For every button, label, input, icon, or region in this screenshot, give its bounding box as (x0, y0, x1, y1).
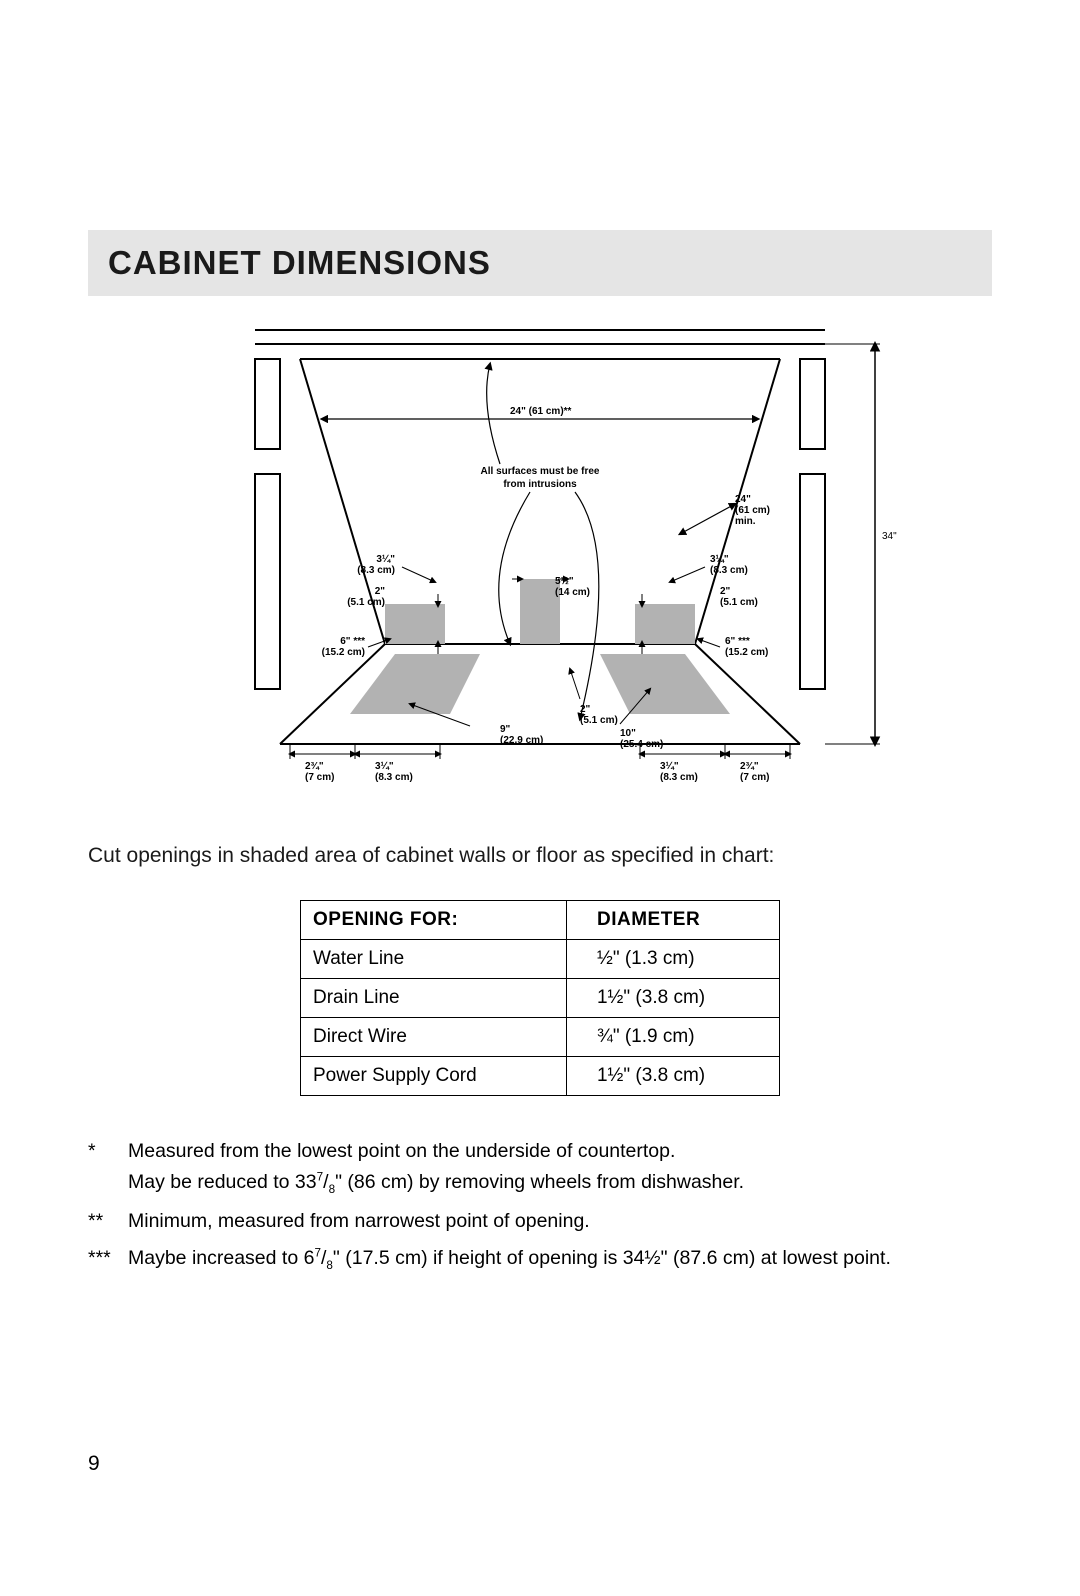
table-row: Water Line ½" (1.3 cm) (301, 940, 780, 979)
footnote-mark: ** (88, 1206, 128, 1237)
footnote-3: *** Maybe increased to 67/8" (17.5 cm) i… (88, 1243, 992, 1276)
footnote-text: Maybe increased to 67/8" (17.5 cm) if he… (128, 1243, 891, 1276)
openings-table: OPENING FOR: DIAMETER Water Line ½" (1.3… (300, 900, 780, 1096)
page-number: 9 (88, 1452, 100, 1476)
title-bar: CABINET DIMENSIONS (88, 230, 992, 296)
cell-diameter: 1½" (3.8 cm) (566, 979, 779, 1018)
cabinet-diagram: 34" (86.4 cm) min.* (180, 324, 900, 804)
label-f9: 9"(22.9 cm) (500, 724, 543, 746)
cell-opening: Power Supply Cord (301, 1057, 567, 1096)
cell-opening: Drain Line (301, 979, 567, 1018)
label-width: 24" (61 cm)** (510, 406, 572, 417)
footnotes: * Measured from the lowest point on the … (88, 1136, 992, 1276)
table-row: Direct Wire ¾" (1.9 cm) (301, 1018, 780, 1057)
footnote-2: ** Minimum, measured from narrowest poin… (88, 1206, 992, 1237)
label-height: 34" (86.4 cm) min.* (882, 531, 900, 542)
th-diameter: DIAMETER (566, 901, 779, 940)
label-r6: 6" ***(15.2 cm) (725, 636, 768, 658)
cell-diameter: ¾" (1.9 cm) (566, 1018, 779, 1057)
label-r325: 3¼"(8.3 cm) (710, 554, 748, 576)
th-opening: OPENING FOR: (301, 901, 567, 940)
page-title: CABINET DIMENSIONS (108, 244, 972, 282)
label-fr325: 3¼"(8.3 cm) (660, 761, 698, 783)
cell-opening: Water Line (301, 940, 567, 979)
label-r2: 2"(5.1 cm) (720, 586, 758, 608)
footnote-mark: * (88, 1136, 128, 1200)
cell-opening: Direct Wire (301, 1018, 567, 1057)
footnote-1: * Measured from the lowest point on the … (88, 1136, 992, 1200)
footnote-mark: *** (88, 1243, 128, 1276)
instruction-text: Cut openings in shaded area of cabinet w… (88, 844, 992, 868)
label-fr275: 2¾"(7 cm) (740, 761, 769, 783)
table-row: Power Supply Cord 1½" (3.8 cm) (301, 1057, 780, 1096)
label-f2: 2"(5.1 cm) (580, 704, 618, 726)
label-fl275: 2¾"(7 cm) (305, 761, 334, 783)
footnote-text: Measured from the lowest point on the un… (128, 1136, 744, 1200)
footnote-text: Minimum, measured from narrowest point o… (128, 1206, 590, 1237)
label-f10: 10"(25.4 cm) (620, 728, 663, 750)
label-l6: 6" ***(15.2 cm) (322, 636, 365, 658)
label-l2: 2"(5.1 cm) (347, 586, 385, 608)
label-note1: All surfaces must be free (481, 466, 600, 477)
label-note2: from intrusions (503, 479, 577, 490)
cell-diameter: 1½" (3.8 cm) (566, 1057, 779, 1096)
label-depth: 24"(61 cm)min. (735, 494, 770, 527)
label-fl325: 3¼"(8.3 cm) (375, 761, 413, 783)
cell-diameter: ½" (1.3 cm) (566, 940, 779, 979)
table-row: Drain Line 1½" (3.8 cm) (301, 979, 780, 1018)
label-l325: 3¼"(8.3 cm) (357, 554, 395, 576)
